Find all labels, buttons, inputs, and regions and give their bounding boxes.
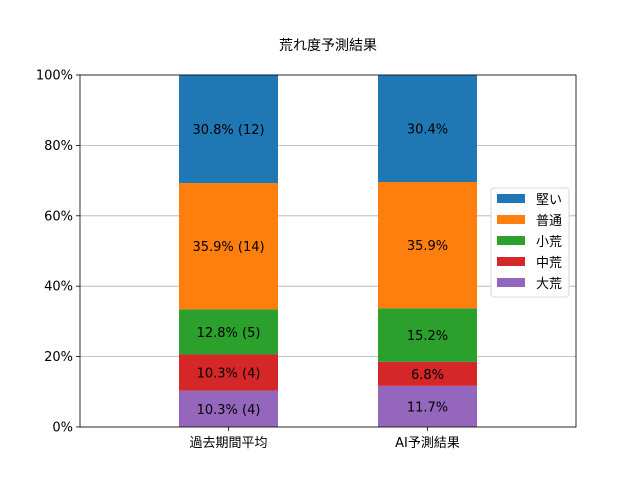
y-tick-label: 80% [44,139,73,154]
y-tick-label: 20% [44,350,73,365]
legend-label: 普通 [536,214,562,229]
data-label: 11.7% [407,400,448,415]
x-tick-label: AI予測結果 [395,436,460,451]
y-tick-label: 0% [52,421,73,436]
bar-segment [378,308,477,362]
bar-segment [378,182,477,309]
data-label: 6.8% [411,368,444,383]
legend-swatch [497,236,525,245]
data-label: 12.8% (5) [197,326,261,341]
legend-swatch [497,278,525,287]
data-label: 15.2% [407,329,448,344]
plot-frame [79,74,577,428]
data-label: 10.3% (4) [197,367,261,382]
x-tick-label: 過去期間平均 [189,436,267,451]
bar-segment [179,309,278,355]
legend-swatch [497,257,525,266]
data-label: 35.9% (14) [192,240,264,255]
chart-title: 荒れ度予測結果 [279,38,377,54]
data-label: 10.3% (4) [197,403,261,418]
data-label: 35.9% [407,239,448,254]
bar-segment [378,385,477,427]
data-label: 30.8% (12) [192,123,264,138]
bar-segment [179,183,278,310]
bar-segment [378,75,477,183]
y-tick-label: 100% [36,69,73,84]
legend-label: 小荒 [536,235,562,250]
y-tick-label: 40% [44,280,73,295]
bar-segment [378,361,477,386]
bar-segment [179,390,278,427]
legend-label: 中荒 [536,256,562,271]
data-label: 30.4% [407,123,448,138]
legend-swatch [497,215,525,224]
bar-segment [179,74,278,184]
legend-swatch [497,194,525,203]
y-tick-label: 60% [44,209,73,224]
legend-label: 大荒 [536,277,562,292]
bar-segment [179,354,278,391]
legend-label: 堅い [536,193,562,208]
